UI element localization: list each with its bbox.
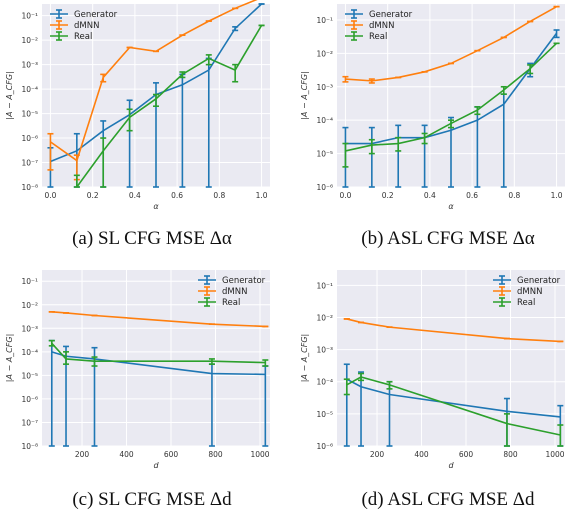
- y-tick-label: 10⁻⁴: [21, 348, 38, 357]
- legend-entry: Generator: [50, 9, 118, 20]
- legend-entry: Real: [198, 297, 240, 308]
- legend-label: Real: [369, 32, 387, 42]
- chart-panel-1: 10⁻⁸ 10⁻⁷ 10⁻⁶ 10⁻⁵ 10⁻⁴ 10⁻³ 10⁻² 10⁻¹ 0.0 0.2 0.…: [5, 0, 270, 249]
- legend-entry: dMNN: [50, 20, 99, 31]
- x-tick-label: 0.4: [424, 191, 436, 200]
- x-axis-label: α: [153, 202, 159, 211]
- x-tick-label: 200: [75, 450, 90, 459]
- x-tick-label: 1000: [545, 450, 564, 459]
- legend-label: Real: [222, 298, 240, 308]
- y-tick-label: 10⁻¹: [316, 281, 333, 290]
- y-tick-label: 10⁻³: [316, 83, 333, 92]
- y-tick-label: 10⁻⁸: [21, 442, 38, 451]
- x-tick-label: 200: [370, 450, 385, 459]
- y-tick-label: 10⁻¹: [316, 16, 333, 25]
- y-tick-label: 10⁻⁴: [316, 378, 333, 387]
- chart-panel-4: 10⁻⁶ 10⁻⁵ 10⁻⁴ 10⁻³ 10⁻² 10⁻¹ 200 400 600 800 1000…: [300, 270, 565, 510]
- y-tick-label: 10⁻²: [21, 301, 38, 310]
- y-tick-label: 10⁻⁵: [316, 150, 333, 159]
- legend-entry: Real: [50, 31, 92, 42]
- legend-label: Generator: [517, 276, 561, 286]
- legend-entry: Generator: [198, 275, 266, 286]
- legend-label: dMNN: [369, 21, 394, 31]
- x-tick-label: 0.2: [382, 191, 394, 200]
- y-tick-label: 10⁻⁵: [316, 410, 333, 419]
- legend-entry: dMNN: [493, 286, 542, 297]
- panel-caption: (b) ASL CFG MSE Δα: [361, 228, 535, 249]
- x-axis-label: α: [448, 202, 454, 211]
- panel-caption: (a) SL CFG MSE Δα: [72, 228, 232, 249]
- x-axis-label: d: [448, 461, 454, 470]
- legend-label: dMNN: [517, 287, 542, 297]
- legend-label: dMNN: [222, 287, 247, 297]
- y-tick-label: 10⁻²: [316, 313, 333, 322]
- x-tick-label: 0.4: [129, 191, 141, 200]
- x-tick-label: 400: [119, 450, 134, 459]
- y-tick-label: 10⁻³: [21, 324, 38, 333]
- y-tick-label: 10⁻⁶: [316, 183, 333, 192]
- y-tick-label: 10⁻²: [21, 36, 38, 45]
- y-tick-label: 10⁻¹: [21, 277, 38, 286]
- legend-label: dMNN: [74, 21, 99, 31]
- legend-entry: dMNN: [345, 20, 394, 31]
- legend-entry: Generator: [345, 9, 413, 20]
- x-tick-label: 0.0: [339, 191, 351, 200]
- x-tick-label: 400: [414, 450, 429, 459]
- legend-entry: Generator: [493, 275, 561, 286]
- y-axis-label: |A − A_CFG|: [5, 334, 14, 383]
- x-tick-label: 800: [503, 450, 518, 459]
- x-tick-label: 0.6: [466, 191, 478, 200]
- legend-entry: dMNN: [198, 286, 247, 297]
- y-axis-label: |A − A_CFG|: [300, 334, 309, 383]
- x-tick-label: 1000: [250, 450, 269, 459]
- x-tick-label: 600: [459, 450, 474, 459]
- x-tick-label: 800: [208, 450, 223, 459]
- plot-background: [337, 270, 565, 446]
- chart-panel-2: 10⁻⁶ 10⁻⁵ 10⁻⁴ 10⁻³ 10⁻² 10⁻¹ 0.0 0.2 0.4 0.6 0.8 1…: [300, 4, 565, 249]
- y-tick-label: 10⁻⁷: [21, 159, 38, 168]
- legend-label: Generator: [369, 10, 413, 20]
- y-tick-label: 10⁻⁶: [316, 442, 333, 451]
- y-tick-label: 10⁻⁴: [316, 116, 333, 125]
- legend-label: Generator: [222, 276, 266, 286]
- x-axis-label: d: [153, 461, 159, 470]
- legend-entry: Real: [345, 31, 387, 42]
- x-tick-label: 0.6: [171, 191, 183, 200]
- panel-caption: (d) ASL CFG MSE Δd: [361, 489, 535, 510]
- y-tick-label: 10⁻⁸: [21, 183, 38, 192]
- x-tick-label: 1.0: [551, 191, 563, 200]
- legend-label: Generator: [74, 10, 118, 20]
- y-tick-label: 10⁻⁷: [21, 418, 38, 427]
- x-tick-label: 1.0: [256, 191, 268, 200]
- legend-label: Real: [517, 298, 535, 308]
- series-line-real: [76, 25, 263, 188]
- x-tick-label: 0.8: [213, 191, 225, 200]
- x-tick-label: 0.0: [44, 191, 56, 200]
- y-tick-label: 10⁻³: [21, 61, 38, 70]
- y-tick-label: 10⁻⁴: [21, 85, 38, 94]
- y-tick-label: 10⁻³: [316, 346, 333, 355]
- x-tick-label: 0.8: [508, 191, 520, 200]
- y-tick-label: 10⁻²: [316, 49, 333, 58]
- y-axis-label: |A − A_CFG|: [300, 71, 309, 120]
- y-tick-label: 10⁻⁵: [21, 110, 38, 119]
- y-tick-label: 10⁻⁶: [21, 134, 38, 143]
- y-tick-label: 10⁻¹: [21, 12, 38, 21]
- chart-panel-3: 10⁻⁸ 10⁻⁷ 10⁻⁶ 10⁻⁵ 10⁻⁴ 10⁻³ 10⁻² 10⁻¹ 200 400 60…: [5, 270, 270, 510]
- legend-entry: Real: [493, 297, 535, 308]
- legend-label: Real: [74, 32, 92, 42]
- x-tick-label: 600: [164, 450, 179, 459]
- x-tick-label: 0.2: [87, 191, 99, 200]
- panel-caption: (c) SL CFG MSE Δd: [72, 489, 232, 510]
- y-tick-label: 10⁻⁶: [21, 395, 38, 404]
- y-axis-label: |A − A_CFG|: [5, 71, 14, 120]
- y-tick-label: 10⁻⁵: [21, 371, 38, 380]
